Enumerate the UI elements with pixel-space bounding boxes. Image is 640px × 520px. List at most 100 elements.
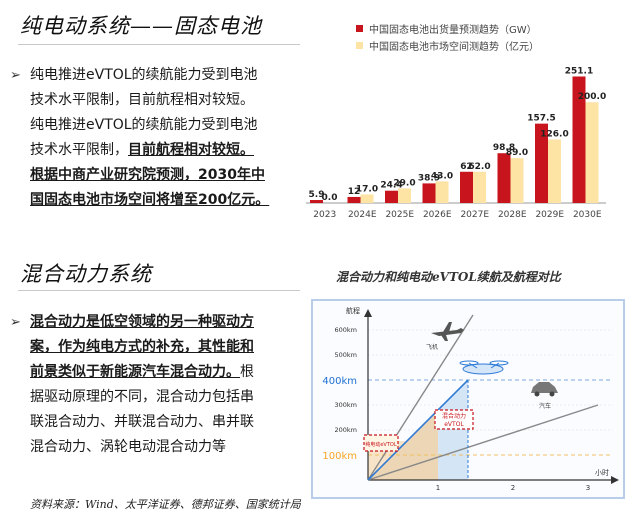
title-divider — [18, 44, 300, 45]
bar-market-2024E — [360, 194, 374, 203]
bar-shipments-2025E — [385, 190, 398, 203]
bullet-line: 技术水平限制，目前航程相对较短。 — [30, 138, 302, 163]
bullet-solid-battery: ➢ 纯电推进eVTOL的续航能力受到电池 技术水平限制，目前航程相对较短。 纯电… — [10, 63, 302, 213]
x-tick-1: 1 — [436, 484, 440, 492]
bullet-line: 纯电推进eVTOL的续航能力受到电池 — [30, 67, 258, 83]
evtol-icon — [459, 360, 509, 375]
bullet-line: 前景类似于新能源汽车混合动力。根 — [30, 360, 302, 385]
x-tick-3: 3 — [586, 484, 590, 492]
bullet-arrow-icon: ➢ — [10, 68, 21, 83]
data-label-market-2029E: 126.0 — [540, 130, 568, 140]
bullet-line: 纯电推进eVTOL的续航能力受到电池 — [30, 117, 258, 133]
diagram-title: 混合动力和纯电动eVTOL续航及航程对比 — [336, 270, 561, 284]
hybrid-label-line2: eVTOL — [444, 421, 464, 428]
y-tick-400: 400km — [322, 376, 357, 387]
data-label-market-2027E: 62.0 — [468, 162, 490, 172]
bar-market-2027E — [473, 171, 486, 203]
pure-electric-label-box — [363, 434, 399, 452]
x-tick-label: 2027E — [460, 210, 489, 220]
source-note: 资料来源：Wind、太平洋证券、德邦证券、国家统计局 — [30, 498, 301, 511]
data-label-shipments-2027E: 62 — [460, 162, 473, 172]
car-line — [367, 404, 599, 481]
x-tick-label: 2025E — [385, 210, 414, 220]
bar-shipments-2027E — [460, 171, 473, 203]
y-tick-300: 300km — [334, 401, 357, 409]
plane-icon — [431, 322, 464, 341]
x-tick-label: 2026E — [423, 210, 452, 220]
legend-label: 中国固态电池出货量预测趋势（GW） — [369, 25, 537, 36]
data-label-shipments-2028E: 98.8 — [493, 143, 515, 153]
legend-swatch-yellow — [356, 42, 363, 49]
bar-shipments-2028E — [497, 153, 511, 203]
plane-label: 飞机 — [426, 343, 438, 351]
bullet-emphasis-line: 根据中商产业研究院预测，2030年中 — [30, 167, 265, 183]
x-tick-label: 2029E — [535, 210, 564, 220]
bar-market-2030E — [585, 102, 599, 203]
bullet-text: 根 — [240, 364, 254, 380]
y-tick-100: 100km — [322, 451, 357, 462]
data-label-shipments-2026E: 38.9 — [418, 173, 440, 183]
bullet-emphasis-line: 案，作为纯电方式的补充，其性能和 — [30, 339, 254, 355]
y-tick-600: 600km — [334, 326, 357, 334]
car-icon — [531, 382, 558, 397]
bullet-line: 据驱动原理的不同，混合动力包括串 — [30, 389, 254, 405]
bar-shipments-2030E — [572, 76, 586, 203]
bullet-emphasis: 前景类似于新能源汽车混合动力。 — [30, 364, 240, 380]
y-tick-200: 200km — [334, 426, 357, 434]
data-label-market-2028E: 89.0 — [506, 148, 528, 158]
bar-shipments-2026E — [422, 183, 436, 203]
y-axis-label: 航程 — [346, 306, 360, 315]
data-label-market-2025E: 29.0 — [393, 178, 415, 188]
legend-swatch-red — [356, 25, 363, 32]
bullet-hybrid: ➢ 混合动力是低空领域的另一种驱动方 案，作为纯电方式的补充，其性能和 前景类似… — [10, 310, 302, 460]
legend-item-shipments: 中国固态电池出货量预测趋势（GW） — [356, 20, 539, 37]
data-label-market-2026E: 43.0 — [431, 171, 453, 181]
bullet-line: 联混合动力、并联混合动力、串并联 — [30, 414, 254, 430]
data-label-market-2023: 0.0 — [322, 193, 338, 203]
data-label-shipments-2023: 5.9 — [309, 190, 325, 200]
data-label-market-2030E: 200.0 — [578, 92, 606, 102]
chart-legend: 中国固态电池出货量预测趋势（GW） 中国固态电池市场空间测趋势（亿元） — [356, 20, 539, 54]
bullet-text: 技术水平限制， — [30, 142, 128, 158]
hybrid-label-line1: 混合动力 — [442, 412, 466, 420]
legend-item-market: 中国固态电池市场空间测趋势（亿元） — [356, 37, 539, 54]
data-label-shipments-2025E: 24.4 — [380, 181, 402, 191]
bar-market-2028E — [510, 158, 524, 203]
x-tick-label: 2024E — [348, 210, 377, 220]
data-label-shipments-2029E: 157.5 — [527, 114, 555, 124]
bullet-arrow-icon: ➢ — [10, 315, 21, 330]
bar-shipments-2029E — [535, 123, 548, 203]
bar-market-2025E — [398, 188, 411, 203]
x-tick-label: 2023 — [313, 210, 336, 220]
y-axis-arrow-icon — [364, 309, 372, 317]
plane-line — [367, 314, 474, 481]
legend-label: 中国固态电池市场空间测趋势（亿元） — [369, 42, 539, 53]
range-comparison-diagram: 飞机 汽车 混合动力 eVTOL 纯电动eVTOL 航程 小时 600km 50… — [322, 306, 619, 492]
pure-electric-label: 纯电动eVTOL — [365, 441, 396, 448]
range-diagram-frame: 飞机 汽车 混合动力 eVTOL 纯电动eVTOL 航程 小时 600km 50… — [311, 299, 625, 499]
x-tick-label: 2030E — [573, 210, 602, 220]
x-tick-label: 2028E — [498, 210, 527, 220]
bullet-emphasis: 目前航程相对较短。 — [128, 142, 254, 158]
x-tick-2: 2 — [511, 484, 515, 492]
x-axis-label: 小时 — [595, 468, 609, 477]
title-divider — [18, 290, 300, 291]
car-label: 汽车 — [539, 402, 551, 410]
bullet-line: 技术水平限制，目前航程相对较短。 — [30, 92, 254, 108]
bullet-emphasis-line: 混合动力是低空领域的另一种驱动方 — [30, 314, 254, 330]
section-title-solid-battery: 纯电动系统——固态电池 — [20, 14, 262, 38]
bar-shipments-2024E — [347, 196, 361, 203]
x-axis-arrow-icon — [611, 476, 619, 484]
data-label-market-2024E: 17.0 — [356, 184, 378, 194]
hybrid-label-box — [434, 409, 474, 430]
bar-market-2026E — [435, 181, 449, 203]
hybrid-line — [367, 379, 469, 481]
section-title-hybrid: 混合动力系统 — [20, 262, 152, 286]
data-label-shipments-2030E: 251.1 — [565, 66, 593, 76]
bar-market-2029E — [548, 139, 561, 203]
bullet-emphasis-line: 国固态电池市场空间将增至200亿元。 — [30, 192, 270, 208]
bullet-line: 混合动力、涡轮电动混合动力等 — [30, 439, 226, 455]
data-label-shipments-2024E: 12 — [348, 187, 361, 197]
y-tick-500: 500km — [334, 351, 357, 359]
